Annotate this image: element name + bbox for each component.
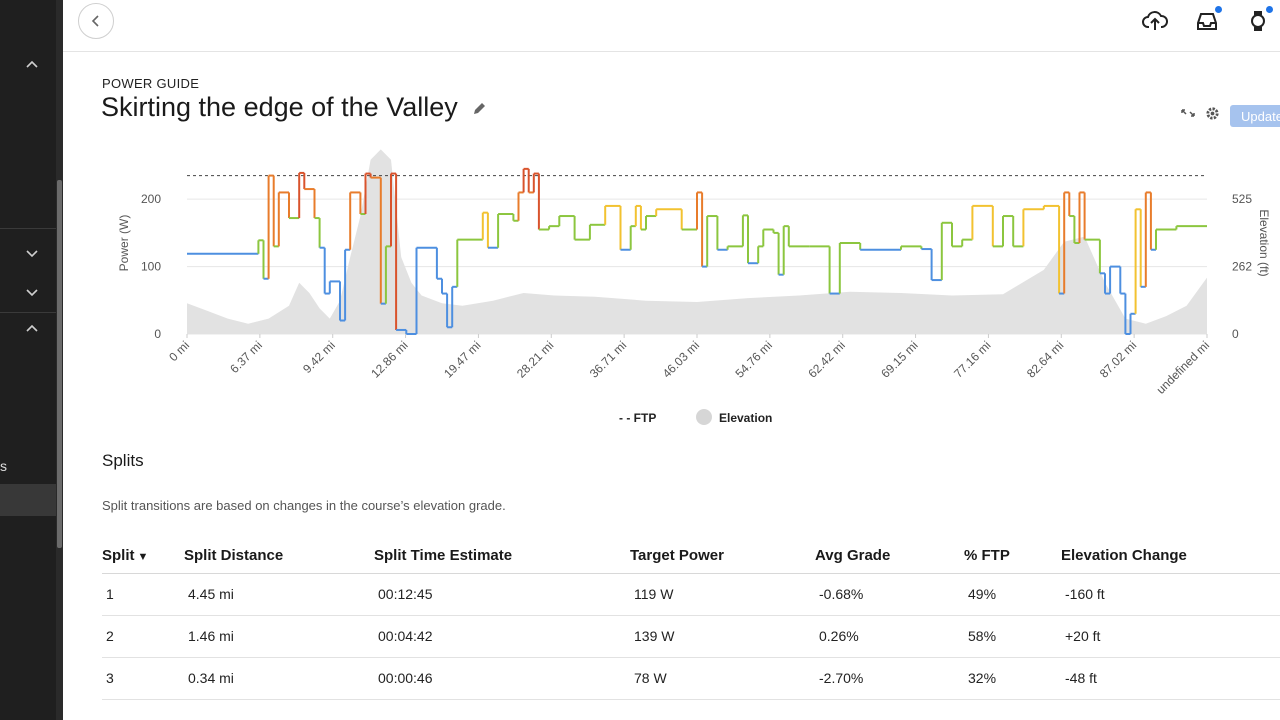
column-header-time[interactable]: Split Time Estimate: [374, 539, 630, 574]
legend-elevation[interactable]: Elevation: [719, 411, 772, 425]
cell-grade: 0.26%: [815, 615, 964, 658]
column-header-elevation[interactable]: Elevation Change: [1061, 539, 1280, 574]
y-left-tick-label: 200: [141, 192, 161, 206]
chevron-left-icon: [91, 15, 99, 27]
cell-grade: -0.68%: [815, 573, 964, 616]
cell-power: 78 W: [630, 657, 815, 700]
x-tick-label: 82.64 mi: [1024, 338, 1066, 380]
gear-icon[interactable]: [1205, 106, 1220, 126]
y-right-tick-label: 262: [1232, 260, 1252, 274]
y-left-axis-label: Power (W): [117, 215, 131, 272]
cell-split: 2: [102, 615, 184, 658]
top-bar: [63, 0, 1280, 52]
x-tick-label: 77.16 mi: [951, 338, 993, 380]
chevron-down-icon[interactable]: [24, 285, 40, 301]
legend-elevation-marker: [696, 409, 712, 425]
cell-time: 00:04:42: [374, 615, 630, 658]
notification-dot: [1215, 6, 1222, 13]
page-eyebrow: POWER GUIDE: [102, 76, 200, 91]
sidebar-divider: [0, 228, 56, 229]
sidebar-item-active[interactable]: [0, 484, 56, 516]
table-row[interactable]: 1 4.45 mi 00:12:45 119 W -0.68% 49% -160…: [102, 573, 1280, 616]
inbox-icon[interactable]: [1194, 8, 1220, 34]
cell-ftp: 32%: [964, 657, 1061, 700]
sort-down-icon[interactable]: ▼: [137, 551, 149, 564]
y-right-tick-label: 525: [1232, 192, 1252, 206]
cell-ftp: 58%: [964, 615, 1061, 658]
y-left-tick-label: 0: [154, 327, 161, 341]
power-guide-chart: 0 100 200 0 262 525 Power (W) Elevation (ft) 0 m…: [117, 149, 1271, 425]
cell-elevation: -160 ft: [1061, 573, 1280, 616]
cell-distance: 1.46 mi: [184, 615, 374, 658]
cell-split: 1: [102, 573, 184, 616]
chevron-up-icon[interactable]: [24, 322, 40, 338]
table-row[interactable]: 2 1.46 mi 00:04:42 139 W 0.26% 58% +20 f…: [102, 615, 1280, 658]
y-right-tick-label: 0: [1232, 327, 1239, 341]
y-right-axis-label: Elevation (ft): [1257, 209, 1271, 276]
cell-distance: 0.34 mi: [184, 657, 374, 700]
update-button[interactable]: Update: [1230, 105, 1280, 127]
column-label: Split: [102, 547, 135, 565]
cell-elevation: -48 ft: [1061, 657, 1280, 700]
cell-grade: -2.70%: [815, 657, 964, 700]
x-tick-label: undefined mi: [1154, 338, 1212, 396]
sidebar-scrollbar-thumb[interactable]: [57, 180, 62, 548]
cell-distance: 4.45 mi: [184, 573, 374, 616]
x-tick-label: 36.71 mi: [587, 338, 629, 380]
y-left-tick-label: 100: [141, 260, 161, 274]
collapse-icon[interactable]: [1180, 106, 1196, 125]
x-tick-label: 6.37 mi: [227, 338, 265, 376]
column-header-grade[interactable]: Avg Grade: [815, 539, 964, 574]
legend-ftp[interactable]: - - FTP: [619, 411, 656, 425]
cell-power: 139 W: [630, 615, 815, 658]
pencil-icon[interactable]: [471, 101, 487, 122]
x-tick-label: 54.76 mi: [733, 338, 775, 380]
x-tick-label: 28.21 mi: [514, 338, 556, 380]
column-header-ftp[interactable]: % FTP: [964, 539, 1061, 574]
x-tick-label: 0 mi: [166, 338, 192, 364]
x-tick-label: 62.42 mi: [805, 338, 847, 380]
cell-split: 3: [102, 657, 184, 700]
cell-time: 00:12:45: [374, 573, 630, 616]
chevron-down-icon[interactable]: [24, 246, 40, 262]
back-button[interactable]: [78, 3, 114, 39]
sidebar-item-label[interactable]: s: [0, 458, 7, 474]
upload-cloud-icon[interactable]: [1142, 8, 1168, 34]
table-row[interactable]: 3 0.34 mi 00:00:46 78 W -2.70% 32% -48 f…: [102, 657, 1280, 700]
cell-ftp: 49%: [964, 573, 1061, 616]
column-header-power[interactable]: Target Power: [630, 539, 815, 574]
splits-description: Split transitions are based on changes i…: [102, 498, 506, 513]
x-tick-label: 69.15 mi: [878, 338, 920, 380]
column-header-split[interactable]: Split ▼: [102, 539, 184, 574]
watch-icon[interactable]: [1245, 8, 1271, 34]
column-header-distance[interactable]: Split Distance: [184, 539, 374, 574]
sidebar-divider: [0, 312, 56, 313]
x-tick-label: 46.03 mi: [660, 338, 702, 380]
splits-title: Splits: [102, 451, 144, 470]
cell-power: 119 W: [630, 573, 815, 616]
sidebar: s: [0, 0, 63, 720]
page-title: Skirting the edge of the Valley: [101, 92, 458, 122]
x-tick-label: 9.42 mi: [300, 338, 338, 376]
x-tick-label: 19.47 mi: [441, 338, 483, 380]
cell-elevation: +20 ft: [1061, 615, 1280, 658]
cell-time: 00:00:46: [374, 657, 630, 700]
chevron-up-icon[interactable]: [24, 58, 40, 74]
splits-table: Split ▼ Split Distance Split Time Estimat…: [102, 539, 1280, 700]
x-tick-label: 87.02 mi: [1097, 338, 1139, 380]
x-tick-label: 12.86 mi: [368, 338, 410, 380]
notification-dot: [1266, 6, 1273, 13]
